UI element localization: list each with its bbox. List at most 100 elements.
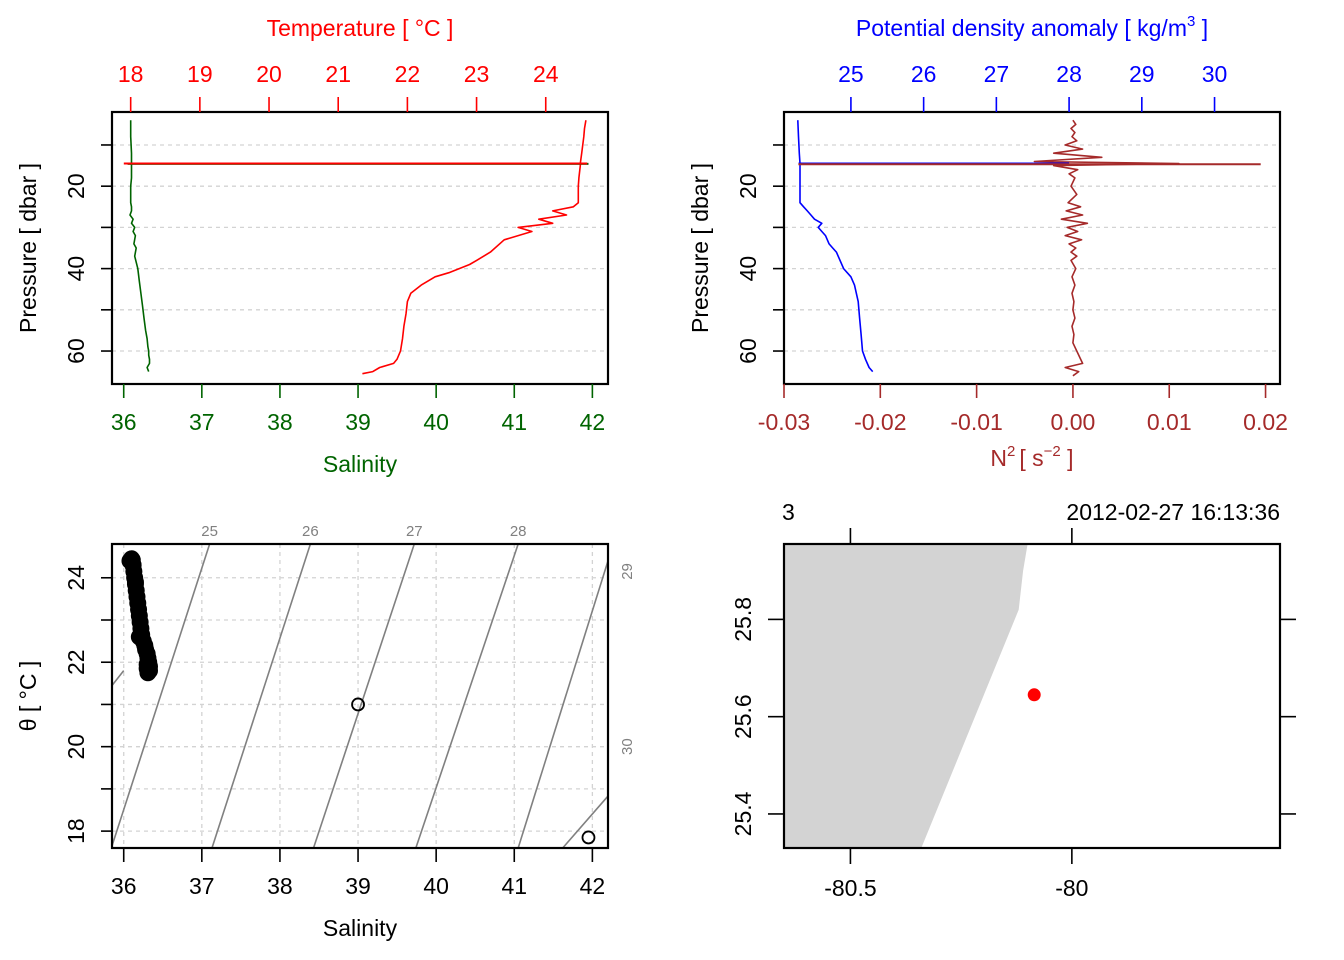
p1-series-salinity	[129, 120, 151, 372]
p3-isopycnal-24	[111, 670, 125, 686]
p3-isopycnal-label-28: 28	[510, 523, 527, 540]
p3-x-tick-label: 38	[267, 873, 293, 899]
p2-bottom-tick-label: -0.03	[758, 409, 810, 435]
p2-top-tick-label: 27	[984, 61, 1010, 87]
p4-station-time: 2012-02-27 16:13:36	[1066, 499, 1280, 525]
p3-ts-point	[130, 628, 148, 646]
p2-series-potential-density-anomaly	[797, 120, 874, 373]
p1-grid	[112, 144, 608, 352]
p3-x-tick-label: 40	[423, 873, 449, 899]
p3-x-tick-label: 41	[501, 873, 527, 899]
p3-y-tick-label: 24	[63, 565, 89, 591]
p2-top-title-main: Potential density anomaly [ kg/m	[856, 15, 1187, 41]
p4-y-tick-label: 25.8	[730, 597, 756, 642]
p3-isopycnal-label-30: 30	[619, 738, 636, 755]
p2-y-tick-label: 20	[735, 173, 761, 199]
p2-top-tick-label: 25	[838, 61, 864, 87]
p3-ts-point	[138, 660, 156, 678]
p2-bottom-title-sup: 2	[1007, 443, 1015, 460]
p3-y-tick-label: 20	[63, 734, 89, 760]
p1-bottom-tick-label: 39	[345, 409, 371, 435]
p3-y-tick-label: 18	[63, 818, 89, 844]
p2-bottom-tick-label: 0.02	[1243, 409, 1288, 435]
p3-axes: 36 37 38 39 40 41 42 18 20 22 24 25 26 27 28 29 30	[63, 523, 636, 899]
p3-isopycnal-28	[415, 543, 519, 849]
p2-top-tick-label: 29	[1129, 61, 1155, 87]
p1-bottom-tick-label: 38	[267, 409, 293, 435]
p1-bottom-tick-label: 41	[501, 409, 527, 435]
p4-land-polygon	[784, 544, 1028, 848]
p3-x-tick-label: 37	[189, 873, 215, 899]
p3-isopycnal-26	[211, 543, 312, 849]
p3-ts-outlier	[351, 697, 365, 712]
p2-top-title-sup: 3	[1187, 13, 1195, 30]
p3-ts-point	[126, 573, 144, 591]
p1-bottom-tick-label: 36	[111, 409, 137, 435]
p2-y-tick-label: 60	[735, 338, 761, 364]
p4-station-id: 3	[782, 499, 795, 525]
p3-isopycnal-label-26: 26	[302, 523, 319, 540]
p2-bottom-axis-title: N2[ s−2 ]	[990, 443, 1073, 471]
p1-series-temperature	[362, 120, 587, 375]
p1-top-axis-title: Temperature [ °C ]	[267, 15, 454, 41]
p2-top-title-close: ]	[1195, 15, 1208, 41]
p2-bottom-tick-label: -0.01	[950, 409, 1002, 435]
p3-data	[121, 550, 596, 845]
p1-y-tick-label: 60	[63, 338, 89, 364]
p1-bottom-tick-label: 42	[580, 409, 606, 435]
p2-bottom-tick-label: 0.00	[1051, 409, 1096, 435]
p4-plot-frame	[782, 542, 1282, 850]
p3-isopycnal-label-29: 29	[619, 563, 636, 580]
p4-map-data	[784, 544, 1041, 848]
p2-top-tick-label: 26	[911, 61, 937, 87]
p3-y-axis-title: θ [ °C ]	[15, 661, 41, 732]
p2-y-axis-title: Pressure [ dbar ]	[687, 163, 713, 333]
p1-bottom-tick-label: 40	[423, 409, 449, 435]
p1-bottom-axis-title: Salinity	[323, 451, 398, 477]
p2-top-tick-label: 28	[1056, 61, 1082, 87]
p1-plot-frame	[110, 110, 610, 386]
p2-y-tick-label: 40	[735, 256, 761, 282]
p2-bottom-title-unit-close: ]	[1061, 445, 1074, 471]
p2-axes: 20 40 60 -0.03 -0.02 -0.01 0.00 0.01 0.02 25 26 27 2…	[735, 61, 1288, 435]
p3-grid	[112, 544, 608, 848]
p4-x-tick-label: -80.5	[824, 875, 876, 901]
p1-data	[123, 120, 589, 375]
p1-y-axis-title: Pressure [ dbar ]	[15, 163, 41, 333]
p3-ts-outlier	[581, 830, 596, 845]
p2-grid	[784, 144, 1280, 352]
p3-isopycnals	[111, 543, 609, 849]
p1-top-tick-label: 22	[395, 61, 421, 87]
p4-y-tick-label: 25.4	[730, 791, 756, 836]
panel-ts-diagram: 36 37 38 39 40 41 42 18 20 22 24 25 26 27 28 29 30 Salin…	[15, 523, 636, 941]
p1-top-tick-label: 23	[464, 61, 490, 87]
p3-isopycnal-label-27: 27	[406, 523, 423, 540]
p3-isopycnal-30	[562, 795, 609, 849]
p2-bottom-tick-label: 0.01	[1147, 409, 1192, 435]
p1-y-tick-label: 40	[63, 256, 89, 282]
p2-bottom-tick-label: -0.02	[854, 409, 906, 435]
p3-x-tick-label: 39	[345, 873, 371, 899]
p1-bottom-tick-label: 37	[189, 409, 215, 435]
p1-axes: 20 40 60 36 37 38 39 40 41 42 18 19 20 21 22 23 24	[63, 61, 605, 435]
p3-ts-point	[121, 552, 139, 570]
p2-top-tick-label: 30	[1202, 61, 1228, 87]
p3-x-axis-title: Salinity	[323, 915, 398, 941]
p3-isopycnal-25	[111, 543, 211, 847]
p4-y-tick-label: 25.6	[730, 694, 756, 739]
p1-y-tick-label: 20	[63, 173, 89, 199]
p2-bottom-title-unit-sup: −2	[1044, 443, 1061, 460]
p4-axes: -80.5 -80 25.4 25.6 25.8	[730, 528, 1296, 901]
panel-density-n2-profile: 20 40 60 -0.03 -0.02 -0.01 0.00 0.01 0.02 25 26 27 2…	[687, 13, 1288, 471]
p1-top-tick-label: 24	[533, 61, 559, 87]
p2-top-axis-title: Potential density anomaly [ kg/m3 ]	[856, 13, 1208, 41]
p1-top-tick-label: 20	[256, 61, 282, 87]
p2-plot-frame	[782, 110, 1282, 386]
p1-top-tick-label: 21	[325, 61, 351, 87]
p3-isopycnal-29	[517, 560, 609, 849]
p3-x-tick-label: 42	[580, 873, 606, 899]
p2-data	[797, 119, 1261, 377]
p1-top-tick-label: 19	[187, 61, 213, 87]
p2-series-n2	[1033, 119, 1180, 377]
